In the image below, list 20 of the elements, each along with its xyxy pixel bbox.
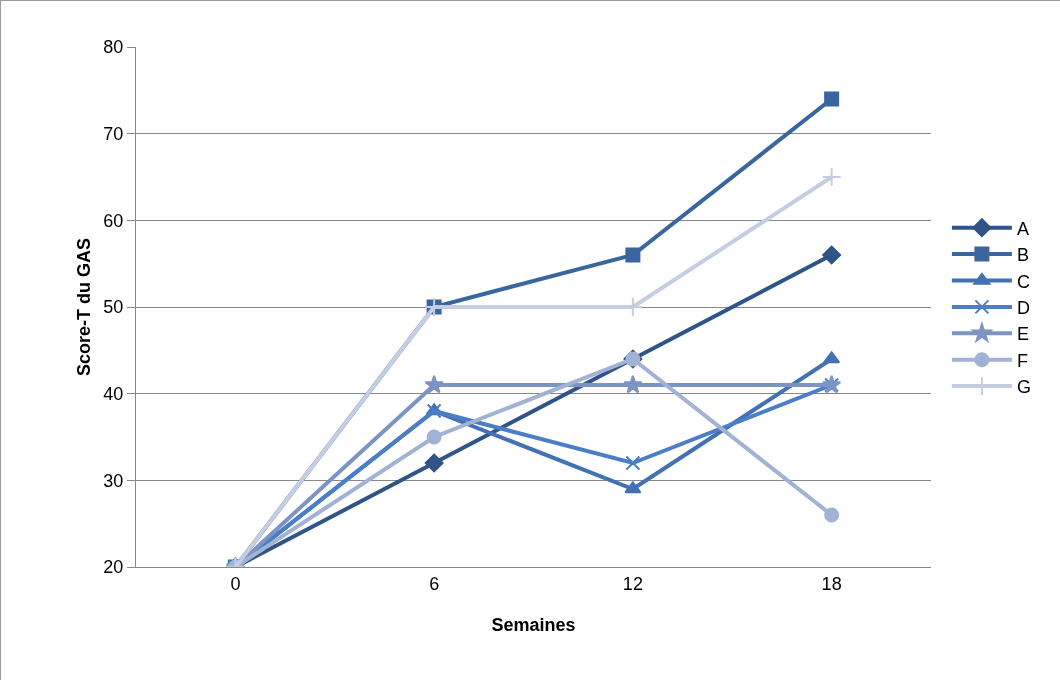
x-tick-label: 12 bbox=[622, 573, 643, 594]
y-tick-label: 50 bbox=[103, 297, 124, 318]
x-tick-label: 6 bbox=[429, 573, 440, 594]
legend-label: D bbox=[1016, 297, 1030, 318]
x-tick-label: 18 bbox=[821, 573, 842, 594]
legend-label: E bbox=[1016, 324, 1029, 345]
y-axis-title: Score-T du GAS bbox=[74, 237, 94, 377]
x-tick-label: 0 bbox=[230, 573, 241, 594]
legend-label: F bbox=[1016, 350, 1028, 371]
y-tick-label: 40 bbox=[103, 383, 124, 404]
legend-label: G bbox=[1016, 377, 1031, 398]
x-axis-title: Semaines bbox=[491, 615, 576, 635]
y-tick-label: 70 bbox=[103, 123, 124, 144]
y-tick-label: 80 bbox=[103, 37, 124, 58]
y-tick-label: 60 bbox=[103, 210, 124, 231]
legend-label: A bbox=[1016, 218, 1029, 239]
y-tick-label: 30 bbox=[103, 470, 124, 491]
y-tick-label: 20 bbox=[103, 557, 124, 578]
legend-label: B bbox=[1016, 245, 1029, 266]
legend-label: C bbox=[1016, 271, 1030, 292]
